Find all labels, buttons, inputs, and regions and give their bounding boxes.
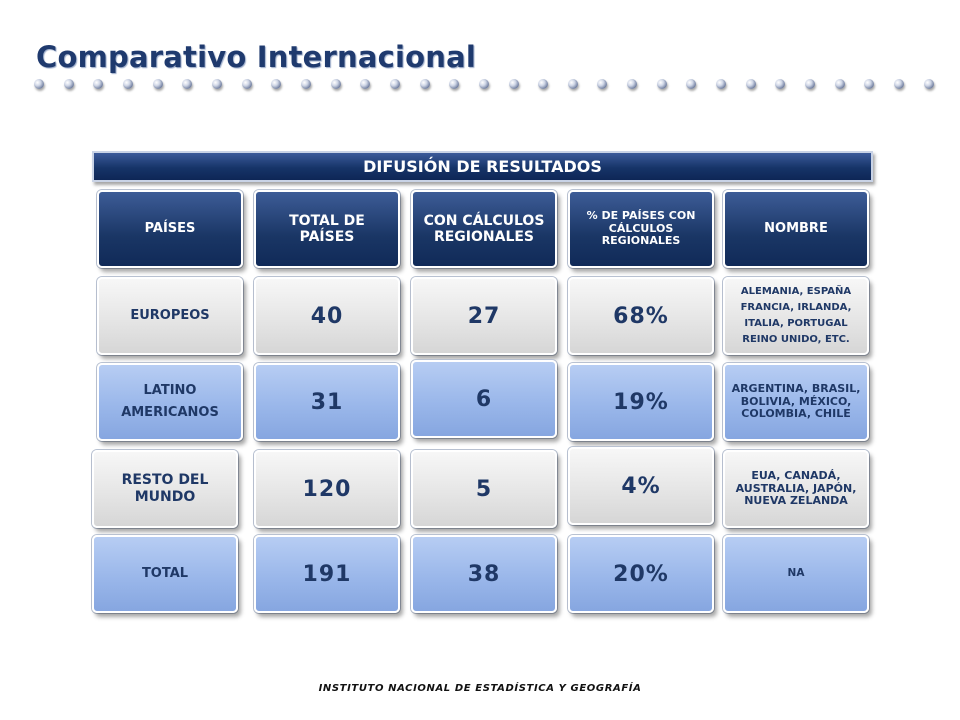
row-europeos-region: EUROPEOS [97, 277, 243, 355]
divider-dot [627, 79, 638, 89]
nombres-value: ALEMANIA, ESPAÑA FRANCIA, IRLANDA, ITALI… [740, 286, 852, 345]
region-label: TOTAL [141, 565, 189, 581]
header-paises-label: PAÍSES [144, 220, 196, 236]
header-nombre: NOMBRE [723, 190, 869, 268]
row-resto-mundo-nombres: EUA, CANADÁ, AUSTRALIA, JAPÓN, NUEVA ZEL… [723, 450, 869, 528]
divider-dot [538, 79, 549, 89]
row-resto-mundo-porcentaje: 4% [568, 447, 714, 525]
row-europeos-nombres: ALEMANIA, ESPAÑA FRANCIA, IRLANDA, ITALI… [723, 277, 869, 355]
divider-dot [656, 79, 667, 89]
nombres-value: ARGENTINA, BRASIL, BOLIVIA, MÉXICO, COLO… [731, 382, 861, 421]
porcentaje-value: 68% [613, 303, 669, 329]
total-value: 191 [302, 561, 352, 587]
header-total-label: TOTAL DE PAÍSES [289, 212, 365, 245]
row-europeos-total: 40 [254, 277, 400, 355]
total-value: 31 [310, 389, 344, 415]
porcentaje-value: 20% [613, 561, 669, 587]
region-label: LATINO AMERICANOS [121, 382, 219, 420]
header-con-calculos: CON CÁLCULOS REGIONALES [411, 190, 557, 268]
divider-dot [686, 79, 697, 89]
divider-dot [360, 79, 371, 89]
row-total-con-calculos: 38 [411, 535, 557, 613]
row-latinoamericanos-con-calculos: 6 [411, 360, 557, 438]
divider-dot [449, 79, 460, 89]
divider-dot [864, 79, 875, 89]
divider-dot [597, 79, 608, 89]
row-latinoamericanos-total: 31 [254, 363, 400, 441]
region-label: EUROPEOS [130, 307, 210, 323]
divider-dot [93, 79, 104, 89]
con-calculos-value: 27 [467, 303, 501, 329]
divider-dot [271, 79, 282, 89]
row-europeos-con-calculos: 27 [411, 277, 557, 355]
porcentaje-value: 19% [613, 389, 669, 415]
results-banner: DIFUSIÓN DE RESULTADOS [92, 151, 873, 182]
divider-dot [63, 79, 74, 89]
page-title: Comparativo Internacional [36, 40, 477, 74]
header-porcentaje-label: % DE PAÍSES CON CÁLCULOS REGIONALES [586, 209, 696, 248]
footer-institution: INSTITUTO NACIONAL DE ESTADÍSTICA Y GEOG… [318, 683, 642, 694]
porcentaje-value: 4% [621, 473, 661, 499]
header-total-paises: TOTAL DE PAÍSES [254, 190, 400, 268]
row-total-porcentaje: 20% [568, 535, 714, 613]
divider-dot [241, 79, 252, 89]
divider-dot [923, 79, 934, 89]
divider-dot [122, 79, 133, 89]
divider-dot [182, 79, 193, 89]
row-latinoamericanos-porcentaje: 19% [568, 363, 714, 441]
header-porcentaje: % DE PAÍSES CON CÁLCULOS REGIONALES [568, 190, 714, 268]
divider-dot [34, 79, 44, 89]
row-total-total: 191 [254, 535, 400, 613]
divider-dot [805, 79, 816, 89]
region-label: RESTO DEL MUNDO [121, 472, 209, 505]
divider-dot [300, 79, 311, 89]
row-resto-mundo-total: 120 [254, 450, 400, 528]
row-latinoamericanos-nombres: ARGENTINA, BRASIL, BOLIVIA, MÉXICO, COLO… [723, 363, 869, 441]
divider-dot [745, 79, 756, 89]
nombres-value: EUA, CANADÁ, AUSTRALIA, JAPÓN, NUEVA ZEL… [735, 469, 857, 508]
total-value: 120 [302, 476, 352, 502]
divider-dot [834, 79, 845, 89]
row-resto-mundo-con-calculos: 5 [411, 450, 557, 528]
divider-dot [152, 79, 163, 89]
divider-dot [211, 79, 222, 89]
row-resto-mundo-region: RESTO DEL MUNDO [92, 450, 238, 528]
header-paises: PAÍSES [97, 190, 243, 268]
row-latinoamericanos-region: LATINO AMERICANOS [97, 363, 243, 441]
row-total-region: TOTAL [92, 535, 238, 613]
divider-dot [567, 79, 578, 89]
row-total-nombres: NA [723, 535, 869, 613]
divider-dot [894, 79, 905, 89]
header-con-calculos-label: CON CÁLCULOS REGIONALES [423, 212, 545, 245]
total-value: 40 [310, 303, 344, 329]
divider-dot [508, 79, 519, 89]
con-calculos-value: 5 [475, 476, 493, 502]
con-calculos-value: 38 [467, 561, 501, 587]
divider-dot [389, 79, 400, 89]
divider-dot [478, 79, 489, 89]
row-europeos-porcentaje: 68% [568, 277, 714, 355]
dotted-divider [34, 76, 934, 92]
divider-dot [330, 79, 341, 89]
nombres-value: NA [787, 567, 805, 580]
header-nombre-label: NOMBRE [764, 220, 828, 236]
con-calculos-value: 6 [475, 386, 493, 412]
divider-dot [419, 79, 430, 89]
divider-dot [775, 79, 786, 89]
divider-dot [716, 79, 727, 89]
